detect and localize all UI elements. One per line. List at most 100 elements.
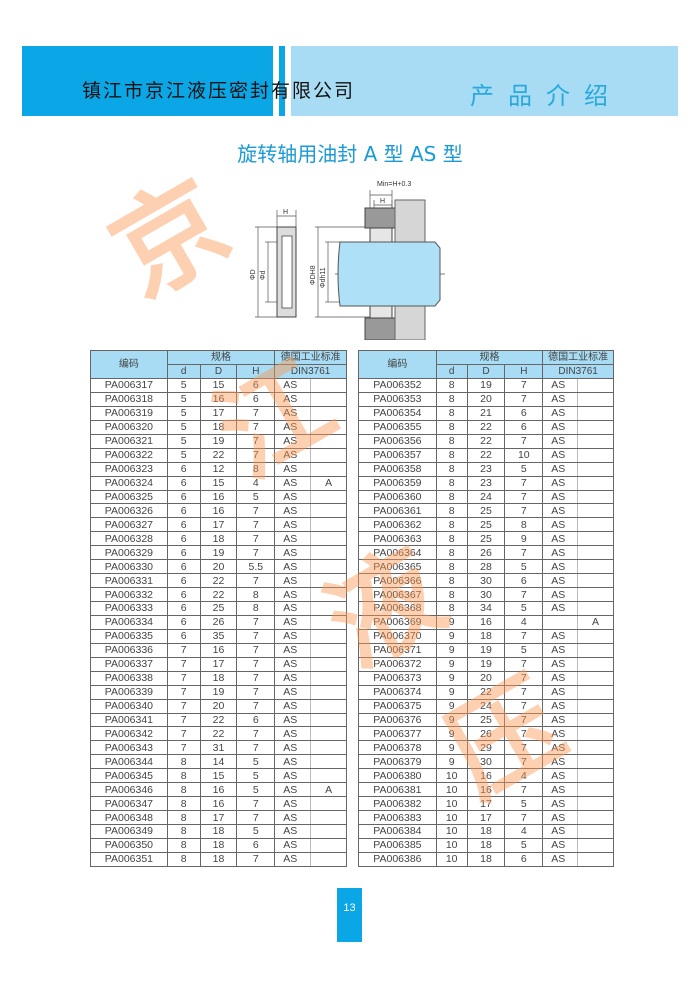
- cell-D: 23: [466, 461, 506, 477]
- cell-code: PA006375: [358, 698, 437, 714]
- cell-a: [310, 545, 347, 561]
- cell-D: 16: [199, 503, 238, 519]
- cell-d: 10: [435, 851, 468, 867]
- spec-table-left: 编码 规格 德国工业标准 d D H DIN3761 PA006317 5 15 6 AS PA0063…: [90, 350, 347, 867]
- cell-d: 10: [435, 824, 468, 839]
- cell-d: 8: [435, 573, 468, 589]
- table-row: PA006379 9 30 7 AS: [358, 754, 614, 770]
- cell-as: AS: [274, 378, 312, 393]
- header-din: DIN3761: [274, 364, 347, 379]
- cell-a: [577, 754, 614, 770]
- cell-H: 7: [504, 503, 544, 519]
- cell-code: PA006336: [90, 642, 168, 658]
- cell-code: PA006335: [90, 628, 168, 644]
- header-d: d: [166, 364, 201, 379]
- cell-code: PA006378: [358, 740, 437, 756]
- cell-d: 5: [166, 405, 201, 421]
- cell-as: AS: [274, 601, 312, 616]
- cell-as: AS: [542, 824, 579, 839]
- cell-a: [577, 503, 614, 519]
- cell-D: 30: [466, 573, 506, 589]
- cell-H: 7: [236, 698, 276, 714]
- cell-a: [577, 684, 614, 700]
- cell-code: PA006318: [90, 391, 168, 407]
- cell-D: 22: [466, 419, 506, 435]
- table-row: PA006386 10 18 6 AS: [358, 851, 614, 867]
- cell-code: PA006329: [90, 545, 168, 561]
- cell-as: AS: [274, 614, 312, 630]
- cell-d: 8: [166, 782, 201, 798]
- table-row: PA006356 8 22 7 AS: [358, 433, 614, 449]
- cell-d: 6: [166, 628, 201, 644]
- cell-D: 25: [199, 601, 238, 616]
- cell-code: PA006354: [358, 405, 437, 421]
- cell-a: [310, 517, 347, 533]
- table-row: PA006338 7 18 7 AS: [90, 670, 347, 686]
- cell-D: 26: [199, 614, 238, 630]
- cell-d: 9: [435, 670, 468, 686]
- cell-code: PA006351: [90, 851, 168, 867]
- cell-d: 9: [435, 712, 468, 728]
- cell-as: AS: [542, 489, 579, 505]
- cell-a: [577, 698, 614, 714]
- cell-D: 17: [199, 517, 238, 533]
- cell-as: AS: [542, 642, 579, 658]
- cell-a: [577, 461, 614, 477]
- cell-D: 22: [199, 712, 238, 728]
- label-DH8: ΦDH8: [310, 265, 317, 285]
- cell-H: 8: [236, 587, 276, 602]
- table-row: PA006324 6 15 4 AS A: [90, 475, 347, 491]
- cell-H: 7: [504, 475, 544, 491]
- cell-D: 19: [466, 642, 506, 658]
- cell-d: 8: [166, 768, 201, 784]
- cell-d: 8: [435, 461, 468, 477]
- table-row: PA006336 7 16 7 AS: [90, 642, 347, 658]
- cell-D: 16: [199, 796, 238, 812]
- header-din: DIN3761: [542, 364, 614, 379]
- cell-D: 22: [466, 433, 506, 449]
- cell-code: PA006350: [90, 837, 168, 853]
- cell-D: 30: [466, 754, 506, 770]
- cell-D: 16: [466, 614, 506, 630]
- cell-a: [310, 656, 347, 672]
- cell-code: PA006325: [90, 489, 168, 505]
- cell-a: A: [577, 614, 614, 630]
- table-row: PA006322 5 22 7 AS: [90, 447, 347, 463]
- cell-D: 20: [199, 559, 238, 575]
- cell-d: 7: [166, 712, 201, 728]
- cell-as: AS: [274, 628, 312, 644]
- cell-H: 7: [236, 517, 276, 533]
- cell-code: PA006373: [358, 670, 437, 686]
- cell-d: 9: [435, 754, 468, 770]
- cell-as: AS: [274, 698, 312, 714]
- cell-H: 6: [504, 419, 544, 435]
- cell-code: PA006353: [358, 391, 437, 407]
- table-row: PA006339 7 19 7 AS: [90, 684, 347, 700]
- cell-H: 7: [236, 684, 276, 700]
- cell-D: 25: [466, 531, 506, 547]
- cell-a: [577, 670, 614, 686]
- cell-H: 7: [236, 810, 276, 825]
- cell-code: PA006348: [90, 810, 168, 825]
- cell-code: PA006361: [358, 503, 437, 519]
- cell-H: 7: [504, 698, 544, 714]
- table-row: PA006367 8 30 7 AS: [358, 587, 614, 602]
- cell-d: 6: [166, 489, 201, 505]
- cell-a: [577, 796, 614, 812]
- cell-a: [577, 628, 614, 644]
- table-row: PA006319 5 17 7 AS: [90, 405, 347, 421]
- header-H: H: [236, 364, 276, 379]
- cell-a: [310, 684, 347, 700]
- cell-as: AS: [274, 391, 312, 407]
- cell-as: AS: [542, 517, 579, 533]
- cell-D: 16: [199, 782, 238, 798]
- cell-H: 7: [236, 796, 276, 812]
- cell-code: PA006326: [90, 503, 168, 519]
- cell-D: 22: [199, 587, 238, 602]
- cell-as: AS: [542, 754, 579, 770]
- cell-as: AS: [542, 391, 579, 407]
- cell-a: [310, 768, 347, 784]
- header-spec: 规格: [166, 350, 276, 365]
- cell-H: 7: [236, 503, 276, 519]
- cell-as: AS: [542, 656, 579, 672]
